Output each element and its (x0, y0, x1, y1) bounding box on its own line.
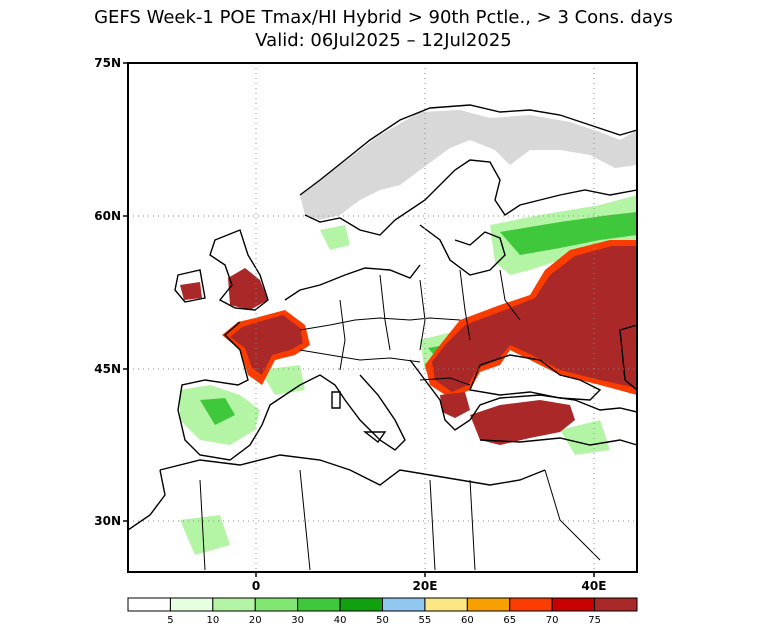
colorbar-swatch (212, 597, 256, 612)
no-data-shading (300, 110, 637, 220)
map-frame (127, 62, 638, 573)
colorbar-swatch (509, 597, 553, 612)
colorbar-swatch (466, 597, 511, 612)
lat-label-60n: 60N (94, 209, 121, 223)
colorbar-label: 5 (167, 615, 173, 626)
lat-label-75n: 75N (94, 56, 121, 70)
colorbar-label: 60 (461, 615, 474, 626)
country-borders (199, 269, 601, 571)
colorbar: 5 10 20 30 40 50 55 60 65 70 75 (127, 597, 638, 626)
colorbar-label: 30 (291, 615, 304, 626)
lon-label-40e: 40E (582, 579, 607, 593)
valid-date-range: Valid: 06Jul2025 – 12Jul2025 (255, 30, 512, 51)
colorbar-swatch (297, 597, 341, 612)
lon-label-0: 0 (252, 579, 260, 593)
colorbar-label: 50 (376, 615, 389, 626)
colorbar-swatch (254, 597, 299, 612)
colorbar-swatch (127, 597, 171, 612)
colorbar-swatch (594, 597, 638, 612)
colorbar-label: 40 (334, 615, 347, 626)
colorbar-swatch (551, 597, 596, 612)
high-probability-shading (180, 240, 637, 445)
lat-label-30n: 30N (94, 514, 121, 528)
colorbar-label: 20 (249, 615, 262, 626)
colorbar-label: 65 (503, 615, 516, 626)
map-title: GEFS Week-1 POE Tmax/HI Hybrid > 90th Pc… (94, 7, 673, 28)
coastlines (128, 104, 637, 531)
lat-label-45n: 45N (94, 362, 121, 376)
lon-label-20e: 20E (413, 579, 438, 593)
colorbar-swatch (382, 597, 426, 612)
colorbar-swatch (339, 597, 384, 612)
colorbar-label: 75 (588, 615, 601, 626)
colorbar-label: 55 (419, 615, 432, 626)
colorbar-label: 70 (546, 615, 559, 626)
colorbar-swatch (169, 597, 214, 612)
colorbar-swatch (424, 597, 468, 612)
map-area (128, 63, 637, 572)
colorbar-label: 10 (206, 615, 219, 626)
axis-ticks (123, 62, 595, 577)
